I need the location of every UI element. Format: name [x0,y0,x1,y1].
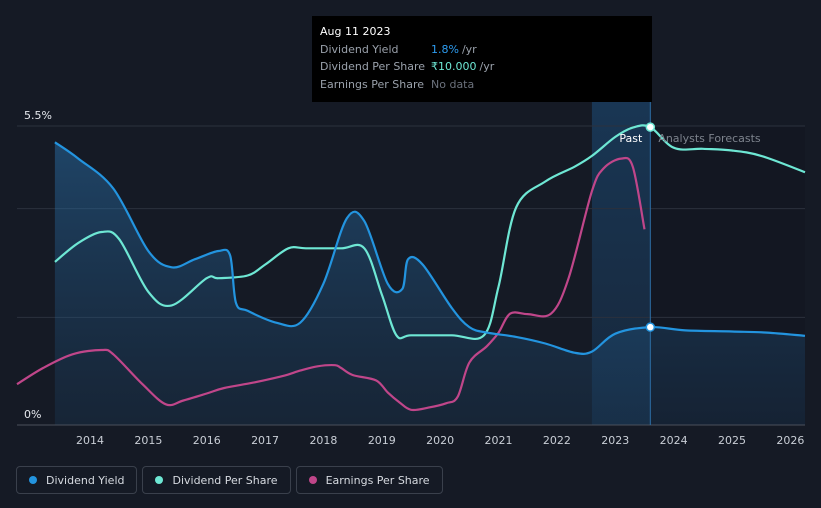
x-tick-label: 2018 [309,434,337,447]
tooltip-value: 1.8% [431,42,459,56]
legend-item-dividend-per-share[interactable]: Dividend Per Share [142,466,291,494]
x-tick-label: 2020 [426,434,454,447]
x-tick-label: 2016 [193,434,221,447]
x-tick-label: 2026 [776,434,804,447]
dividend-yield-area [54,142,805,426]
x-tick-label: 2017 [251,434,279,447]
x-tick-label: 2024 [660,434,688,447]
dividend-yield-line [54,141,806,355]
y-tick-label-bottom: 0% [24,408,41,421]
x-tick-label: 2015 [134,434,162,447]
legend: Dividend Yield Dividend Per Share Earnin… [16,466,443,494]
tooltip-date: Aug 11 2023 [320,25,391,38]
y-tick-label-top: 5.5% [24,109,52,122]
x-tick-label: 2014 [76,434,104,447]
tooltip-unit: /yr [479,60,495,73]
x-tick-label: 2021 [485,434,513,447]
tooltip-row-earnings-per-share: Earnings Per Share No data [320,76,644,94]
earnings-per-share-line [16,156,646,412]
x-tick-label: 2019 [368,434,396,447]
legend-item-dividend-yield[interactable]: Dividend Yield [16,466,138,494]
tooltip-unit: /yr [461,42,477,56]
x-axis-ticks: 2014 2015 2016 2017 2018 2019 2020 2021 2022 2023… [76,434,804,447]
tooltip-label: Dividend Yield [320,42,399,56]
tooltip-row-dividend-per-share: Dividend Per Share ₹10.000 /yr [320,58,644,76]
past-label: Past [619,132,643,145]
tooltip-value: ₹10.000 [431,60,477,73]
x-tick-label: 2023 [601,434,629,447]
dividend-yield-marker [645,322,656,332]
legend-dot-icon [29,476,37,484]
legend-label: Earnings Per Share [325,473,430,487]
legend-dot-icon [155,476,164,484]
legend-dot-icon [308,476,317,484]
tooltip-label: Dividend Per Share [320,60,426,73]
tooltip-value: No data [431,77,475,91]
x-tick-label: 2022 [543,434,571,447]
legend-item-earnings-per-share[interactable]: Earnings Per Share [295,466,443,494]
legend-label: Dividend Per Share [172,473,278,487]
analysts-forecasts-label: Analysts Forecasts [658,132,761,145]
tooltip-row-dividend-yield: Dividend Yield 1.8% /yr [320,41,644,59]
tooltip-label: Earnings Per Share [320,77,425,91]
legend-label: Dividend Yield [46,473,125,487]
tooltip: Aug 11 2023 Dividend Yield 1.8% /yr Divi… [312,16,652,102]
x-tick-label: 2025 [718,434,746,447]
dividend-per-share-marker [645,122,656,132]
